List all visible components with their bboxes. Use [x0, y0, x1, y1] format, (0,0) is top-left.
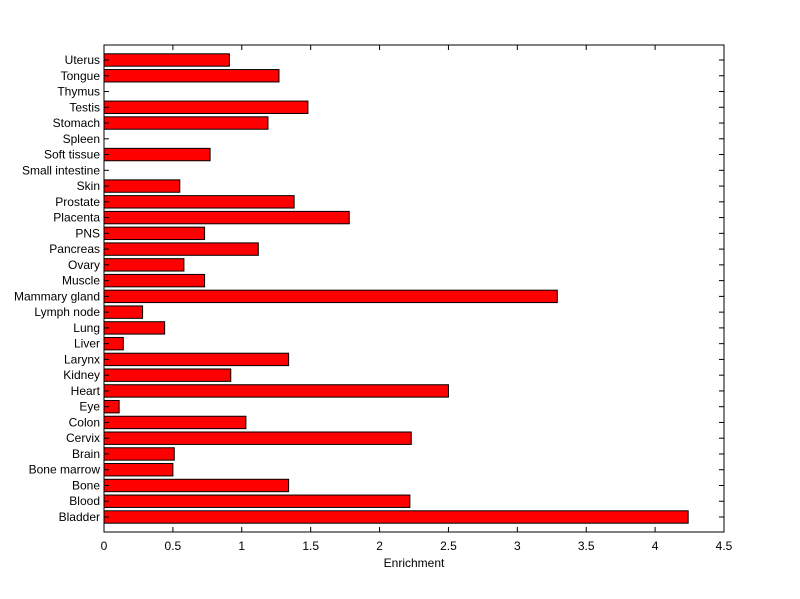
bar	[103, 352, 290, 367]
y-tick-label: Uterus	[65, 53, 100, 67]
bar	[103, 478, 290, 493]
y-tick-label: PNS	[75, 226, 100, 240]
y-tick-label: Bladder	[59, 510, 100, 524]
bar	[103, 179, 181, 193]
y-tick-label: Brain	[72, 447, 100, 461]
bar	[103, 447, 175, 461]
x-ticks-group: 0 0.5 1 1.5 2 2.5 3 3.5 4 4.5	[101, 45, 733, 553]
x-tick-label: 4.5	[716, 539, 733, 553]
y-tick-label: Mammary gland	[14, 289, 100, 303]
x-axis-label: Enrichment	[384, 556, 445, 570]
y-tick-label: Lymph node	[34, 305, 100, 319]
y-tick-label: Heart	[71, 384, 101, 398]
bar	[103, 100, 309, 114]
x-tick-label: 0.5	[165, 539, 182, 553]
x-tick-label: 3	[514, 539, 521, 553]
bar	[103, 305, 144, 319]
x-tick-label: 1.5	[302, 539, 319, 553]
y-tick-label: Tongue	[61, 69, 101, 83]
bar	[103, 242, 259, 256]
y-tick-label: Testis	[69, 100, 100, 114]
y-tick-label: Cervix	[66, 431, 100, 445]
y-tick-label: Bone marrow	[29, 463, 101, 477]
y-tick-label: Soft tissue	[44, 148, 100, 162]
x-tick-label: 4	[652, 539, 659, 553]
bar	[103, 431, 412, 445]
bar	[103, 273, 206, 288]
y-tick-label: Prostate	[55, 195, 100, 209]
bars-group	[103, 53, 689, 524]
x-tick-label: 2.5	[440, 539, 457, 553]
bar	[103, 210, 350, 225]
bar	[103, 53, 230, 67]
bar	[103, 195, 295, 209]
y-tick-label: Ovary	[68, 258, 100, 272]
y-tick-label: Small intestine	[22, 163, 100, 177]
y-tick-label: Larynx	[64, 352, 100, 366]
bar	[103, 384, 449, 398]
x-tick-label: 1	[238, 539, 245, 553]
bar	[103, 289, 558, 304]
x-tick-label: 0	[101, 539, 108, 553]
bar	[103, 321, 166, 335]
bar	[103, 69, 280, 83]
bar	[103, 258, 185, 272]
y-tick-label: Eye	[79, 400, 100, 414]
y-tick-label: Blood	[69, 494, 100, 508]
y-tick-label: Stomach	[53, 116, 100, 130]
bar	[103, 147, 211, 162]
y-tick-label: Colon	[69, 415, 100, 429]
y-tick-label: Skin	[77, 179, 100, 193]
y-tick-label: Bone	[72, 478, 100, 492]
bar	[103, 463, 174, 477]
y-tick-label: Muscle	[62, 274, 100, 288]
bar	[103, 510, 689, 524]
y-tick-label: Liver	[74, 337, 100, 351]
y-tick-label: Lung	[73, 321, 100, 335]
bar	[103, 226, 206, 241]
y-tick-label: Pancreas	[49, 242, 100, 256]
bar	[103, 116, 269, 130]
bar	[103, 415, 247, 430]
y-tick-label: Spleen	[63, 132, 100, 146]
x-tick-label: 3.5	[578, 539, 595, 553]
y-tick-label: Placenta	[53, 211, 100, 225]
y-tick-label: Thymus	[57, 85, 100, 99]
y-tick-label: Kidney	[63, 368, 100, 382]
x-tick-label: 2	[376, 539, 383, 553]
bar	[103, 368, 232, 382]
bar	[103, 494, 411, 508]
